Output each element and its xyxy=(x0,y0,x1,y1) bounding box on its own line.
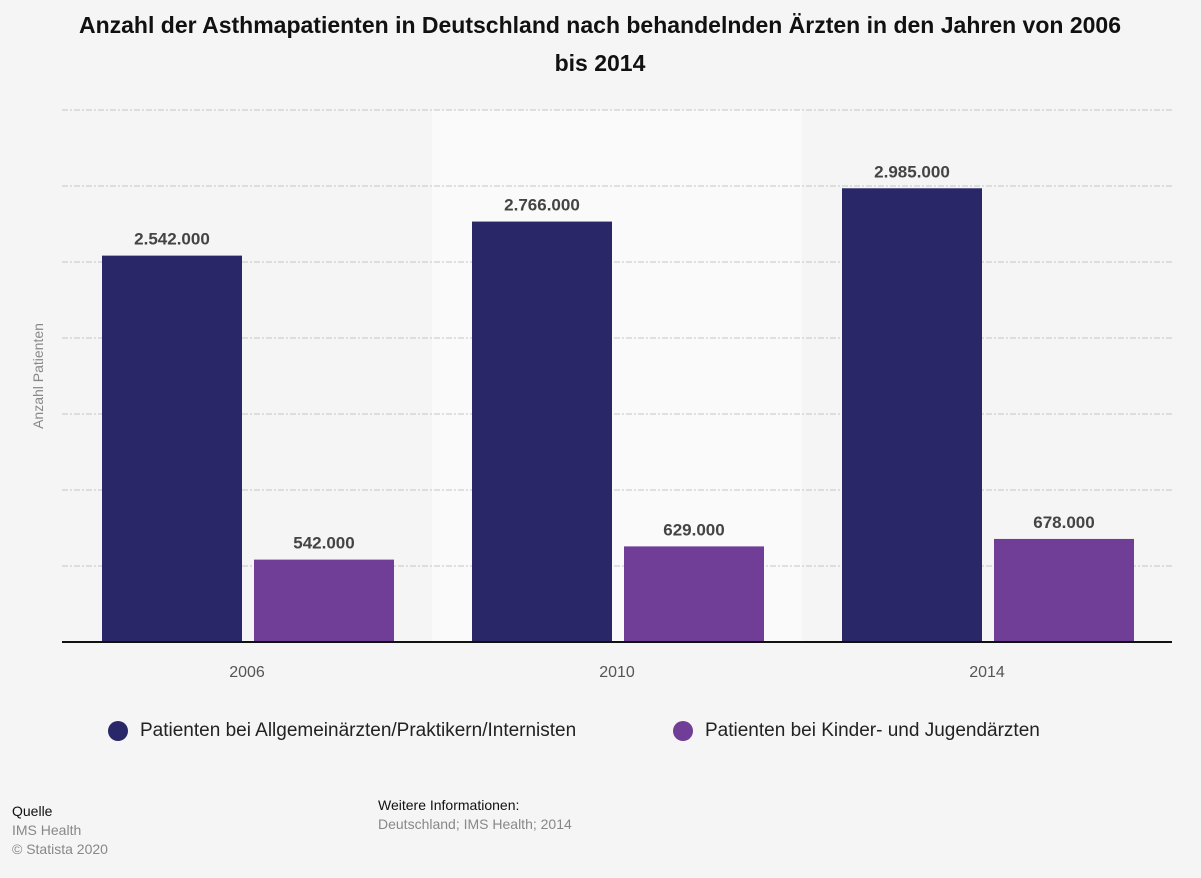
bar xyxy=(994,538,1134,642)
legend-label: Patienten bei Allgemeinärzten/Praktikern… xyxy=(140,720,577,741)
bar xyxy=(102,255,242,642)
source-block: Quelle IMS Health © Statista 2020 xyxy=(12,802,108,859)
data-label: 629.000 xyxy=(663,520,724,539)
chart-title: Anzahl der Asthmapatienten in Deutschlan… xyxy=(78,12,1121,76)
info-block: Weitere Informationen: Deutschland; IMS … xyxy=(378,796,572,834)
data-label: 2.985.000 xyxy=(874,162,950,181)
x-tick-label: 2010 xyxy=(599,664,635,681)
legend-label: Patienten bei Kinder- und Jugendärzten xyxy=(705,720,1040,741)
info-label: Weitere Informationen: xyxy=(378,797,520,813)
legend-item-kinderaerzte[interactable]: Patienten bei Kinder- und Jugendärzten xyxy=(673,720,1040,742)
source-value[interactable]: IMS Health xyxy=(12,822,82,838)
data-label: 2.542.000 xyxy=(134,230,210,249)
legend-item-allgemeinaerzte[interactable]: Patienten bei Allgemeinärzten/Praktikern… xyxy=(108,720,576,742)
bar-chart: 2.542.000 542.000 2006 2.766.000 629.000 2010… xyxy=(30,109,1172,681)
bar xyxy=(472,221,612,642)
data-label: 542.000 xyxy=(293,534,354,553)
copyright[interactable]: © Statista 2020 xyxy=(12,841,108,857)
legend-dot-icon xyxy=(673,721,693,741)
legend-dot-icon xyxy=(108,721,128,741)
x-tick-label: 2006 xyxy=(229,664,265,681)
data-label: 2.766.000 xyxy=(504,196,580,215)
x-tick-label: 2014 xyxy=(969,664,1005,681)
y-axis-label: Anzahl Patienten xyxy=(30,323,46,429)
source-label: Quelle xyxy=(12,803,53,819)
bar xyxy=(254,559,394,642)
info-value[interactable]: Deutschland; IMS Health; 2014 xyxy=(378,816,572,832)
data-label: 678.000 xyxy=(1033,513,1094,532)
bar xyxy=(842,188,982,642)
bar xyxy=(624,546,764,642)
